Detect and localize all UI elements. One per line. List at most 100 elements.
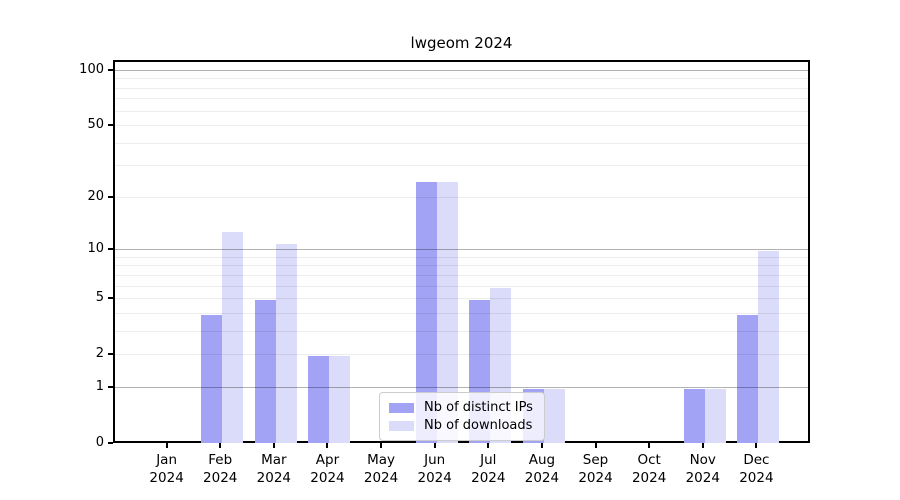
y-tick-label: 0 xyxy=(95,435,104,450)
x-tick-month: Feb xyxy=(208,452,233,468)
bar-jun-s0 xyxy=(415,181,437,443)
y-tick-label: 20 xyxy=(87,188,104,204)
x-tick-month: Jan xyxy=(156,452,178,468)
x-tick-year: 2024 xyxy=(739,470,774,486)
bar-nov-s1 xyxy=(704,388,726,443)
bar-dec-s0 xyxy=(737,314,759,443)
y-tick-label: 100 xyxy=(79,62,104,77)
minor-gridline xyxy=(115,312,808,314)
x-tick-label-jun: Jun 2024 xyxy=(395,451,475,487)
x-tick-mark xyxy=(380,443,383,448)
x-tick-label-sep: Sep 2024 xyxy=(556,451,636,487)
minor-gridline xyxy=(115,110,808,112)
minor-gridline xyxy=(115,285,808,287)
bars-layer xyxy=(115,62,808,443)
x-tick-label-may: May 2024 xyxy=(341,451,421,487)
legend-swatch-s1 xyxy=(389,420,414,431)
minor-gridline xyxy=(115,78,808,80)
minor-gridline xyxy=(115,265,808,267)
x-tick-mark xyxy=(326,443,329,448)
legend-label: Nb of distinct IPs xyxy=(424,400,533,415)
x-tick-mark xyxy=(219,443,222,448)
x-tick-month: Jun xyxy=(424,452,446,468)
x-tick-year: 2024 xyxy=(685,470,720,486)
x-tick-year: 2024 xyxy=(363,470,399,486)
x-tick-mark xyxy=(755,443,758,448)
bar-apr-s1 xyxy=(329,356,351,443)
x-tick-label-dec: Dec 2024 xyxy=(716,451,796,487)
x-tick-year: 2024 xyxy=(310,470,345,486)
minor-gridline xyxy=(115,274,808,276)
x-tick-month: May xyxy=(367,452,396,468)
y-tick-mark xyxy=(108,124,113,127)
minor-gridline xyxy=(115,87,808,89)
x-tick-month: Nov xyxy=(689,452,716,468)
plot-area xyxy=(113,60,810,443)
y-tick-label: 1 xyxy=(95,378,104,394)
bar-feb-s0 xyxy=(201,314,223,443)
x-tick-label-feb: Feb 2024 xyxy=(180,451,260,487)
x-tick-label-oct: Oct 2024 xyxy=(609,451,689,487)
minor-gridline xyxy=(115,354,808,356)
chart-title: lwgeom 2024 xyxy=(410,34,513,52)
x-tick-month: Oct xyxy=(637,452,661,468)
minor-gridline xyxy=(115,196,808,198)
x-tick-month: Mar xyxy=(261,452,287,468)
bar-mar-s1 xyxy=(275,244,297,443)
y-tick-mark xyxy=(108,442,113,444)
x-tick-mark xyxy=(165,443,168,448)
bar-nov-s0 xyxy=(683,388,705,443)
x-tick-label-aug: Aug 2024 xyxy=(502,451,582,487)
y-tick-mark xyxy=(108,353,113,356)
x-tick-label-jul: Jul 2024 xyxy=(448,451,528,487)
x-tick-label-jan: Jan 2024 xyxy=(127,451,207,487)
minor-gridline xyxy=(115,125,808,127)
major-gridline xyxy=(115,386,808,388)
y-tick-mark xyxy=(108,385,113,388)
legend-label: Nb of downloads xyxy=(424,418,533,433)
y-tick-mark xyxy=(108,195,113,198)
x-tick-mark xyxy=(540,443,543,448)
x-tick-year: 2024 xyxy=(417,470,452,486)
minor-gridline xyxy=(115,330,808,332)
legend-swatch-s0 xyxy=(389,402,414,413)
x-tick-mark xyxy=(487,443,490,448)
x-tick-month: Sep xyxy=(582,452,609,468)
y-tick-label: 5 xyxy=(95,290,104,306)
y-tick-mark xyxy=(108,297,113,300)
x-tick-label-nov: Nov 2024 xyxy=(663,451,743,487)
x-tick-label-apr: Apr 2024 xyxy=(287,451,367,487)
x-tick-year: 2024 xyxy=(471,470,506,486)
legend-entry: Nb of downloads xyxy=(389,417,535,434)
x-tick-month: Jul xyxy=(480,452,497,468)
x-tick-mark xyxy=(594,443,597,448)
legend: Nb of distinct IPs Nb of downloads xyxy=(379,392,545,441)
minor-gridline xyxy=(115,256,808,258)
major-gridline xyxy=(115,249,808,251)
major-gridline xyxy=(115,70,808,71)
y-tick-label: 2 xyxy=(95,346,104,362)
x-tick-label-mar: Mar 2024 xyxy=(234,451,314,487)
bar-feb-s1 xyxy=(222,231,244,443)
y-tick-label: 10 xyxy=(87,241,104,257)
x-tick-year: 2024 xyxy=(256,470,292,486)
x-tick-year: 2024 xyxy=(524,470,560,486)
x-tick-year: 2024 xyxy=(203,470,238,486)
bar-jun-s1 xyxy=(436,181,458,443)
x-tick-month: Aug xyxy=(528,452,556,468)
minor-gridline xyxy=(115,165,808,167)
y-tick-label: 50 xyxy=(87,117,104,133)
x-tick-year: 2024 xyxy=(578,470,613,486)
minor-gridline xyxy=(115,142,808,144)
bar-mar-s0 xyxy=(254,300,276,443)
bar-apr-s0 xyxy=(308,356,330,443)
x-tick-month: Dec xyxy=(743,452,770,468)
x-tick-mark xyxy=(272,443,275,448)
x-tick-mark xyxy=(648,443,651,448)
minor-gridline xyxy=(115,98,808,100)
x-tick-mark xyxy=(701,443,704,448)
x-tick-mark xyxy=(433,443,436,448)
y-tick-mark xyxy=(108,248,113,251)
legend-entry: Nb of distinct IPs xyxy=(389,399,535,416)
